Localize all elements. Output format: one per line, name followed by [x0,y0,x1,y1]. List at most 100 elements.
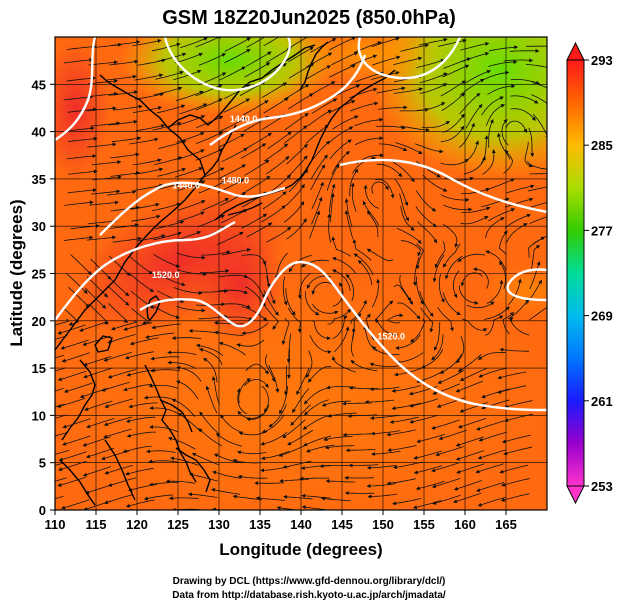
streamline [87,142,117,148]
streamline [369,386,400,392]
y-tick-label: 0 [39,503,46,518]
streamline [504,197,534,208]
streamline [246,37,266,48]
streamline [150,368,180,373]
streamline [345,448,376,453]
streamline [219,117,247,132]
streamline [176,252,206,260]
streamline [455,380,484,393]
streamline [167,436,196,450]
streamline [107,477,137,487]
streamline [55,431,68,437]
streamline [461,187,491,194]
wind-streamlines [55,37,547,516]
streamline [485,104,506,127]
streamline [151,42,181,52]
streamline [419,72,448,84]
streamline [246,132,272,149]
streamline [504,213,531,229]
streamline [442,292,461,316]
streamline [332,257,357,275]
streamline [466,301,495,309]
x-tick-label: 150 [372,517,394,532]
streamline [187,492,218,498]
streamline [331,51,359,66]
streamline [332,115,359,130]
streamline [125,499,155,508]
streamline [149,482,179,487]
streamline [55,354,65,359]
streamline [150,356,180,361]
streamline [378,143,408,152]
streamline [477,449,507,460]
streamline [240,143,267,159]
streamline [55,318,70,326]
streamline [349,101,379,112]
streamline [87,219,117,225]
streamline [328,126,354,144]
streamline [460,272,483,287]
streamline [171,398,196,417]
streamline [296,368,310,396]
streamline [391,385,421,393]
streamline [322,513,351,516]
streamline [503,149,513,174]
streamline [224,37,251,52]
streamline [110,319,138,331]
streamline [392,162,415,183]
streamline [241,322,269,336]
streamline [525,279,542,305]
streamline [218,274,249,279]
streamline [459,402,488,413]
streamline [302,415,329,430]
streamline [150,509,155,510]
streamline [311,98,338,114]
streamline [501,478,530,487]
streamline [86,276,109,298]
streamline [524,141,534,168]
streamline [61,499,90,510]
streamline [56,397,86,408]
streamline [351,327,356,357]
streamline [529,173,547,175]
streamline [279,386,288,415]
streamline [434,241,446,269]
streamline [89,200,119,206]
streamline [409,398,439,408]
streamline [458,285,479,305]
streamline [66,44,97,50]
streamline [286,143,308,165]
y-tick-label: 30 [32,219,46,234]
streamline [195,148,224,161]
streamline [128,402,158,409]
streamline [415,243,424,270]
streamline [415,143,444,154]
coastlines [55,41,396,506]
colorbar-top-arrow [566,41,585,61]
streamline [92,175,122,181]
streamline [378,105,408,110]
streamline [393,56,423,66]
streamline [326,163,340,191]
streamline [82,466,112,477]
streamline [334,326,350,353]
y-tick-label: 5 [39,456,46,471]
streamline [155,70,184,80]
streamline [488,60,518,67]
streamline [175,380,199,400]
streamline [457,353,482,373]
streamline [309,210,321,239]
streamline [482,149,496,175]
streamline [440,194,470,202]
streamline [413,465,443,475]
streamline [478,367,507,378]
streamline [179,37,208,49]
x-tick-label: 110 [45,517,66,532]
streamline [123,322,153,331]
streamline [262,259,271,288]
streamline [311,281,335,295]
streamline [420,307,434,333]
streamline [68,169,98,175]
streamline [460,51,490,63]
streamline [168,496,199,501]
